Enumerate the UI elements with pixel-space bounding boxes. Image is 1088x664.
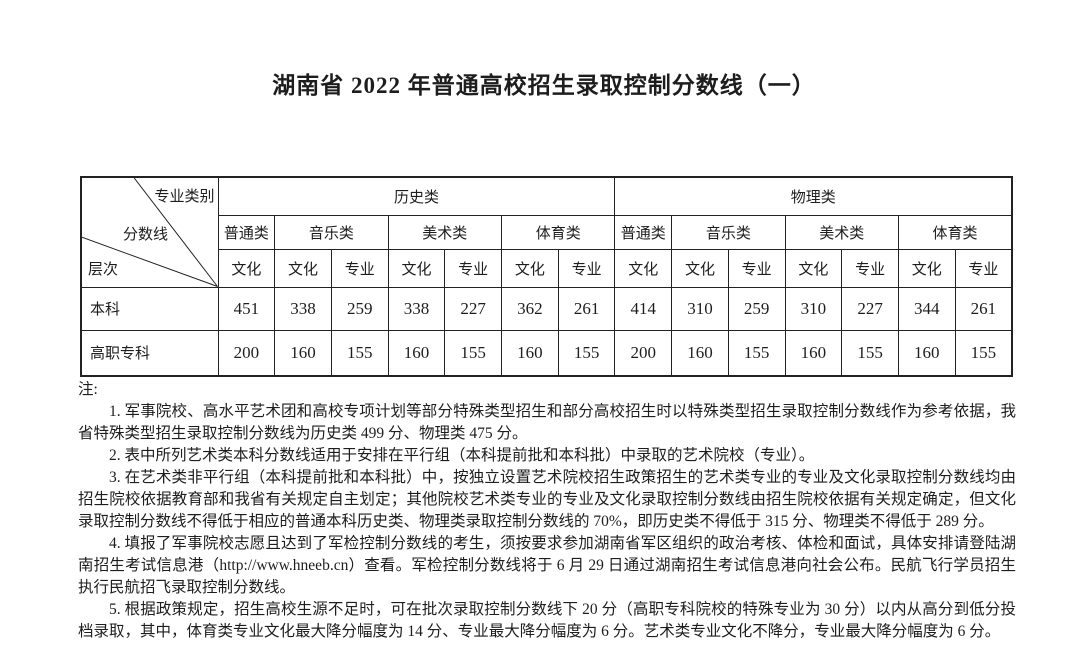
score-cell: 259 [330,286,389,331]
score-cell: 344 [897,286,956,331]
score-cell: 338 [387,286,446,331]
exam-type-header-cell: 专业 [727,248,786,288]
score-cell: 155 [557,329,616,377]
score-cell: 362 [501,286,559,331]
exam-type-header-cell: 专业 [841,248,899,288]
score-cell: 227 [444,286,503,331]
score-cell: 160 [897,329,956,377]
score-cell: 338 [274,286,332,331]
score-cell: 451 [217,286,276,331]
score-table: 专业类别 分数线 层次 历史类 物理类 普通类 音乐类 美术类 体育类 普通类 … [80,176,1013,377]
corner-label-scoreline: 分数线 [123,227,169,243]
score-cell: 155 [841,329,899,377]
category-header-cell: 音乐类 [671,214,786,250]
notes-heading: 注: [78,381,98,398]
score-cell: 160 [387,329,446,377]
category-header-cell: 美术类 [387,214,503,250]
score-cell: 227 [841,286,899,331]
exam-type-header-cell: 文化 [387,248,446,288]
tier-label-cell: 高职专科 [80,329,219,377]
score-cell: 261 [954,286,1013,331]
score-cell: 155 [330,329,389,377]
exam-type-header-cell: 专业 [330,248,389,288]
note-item-3: 3. 在艺术类非平行组（本科提前批和本科批）中，按独立设置艺术院校招生政策招生的… [78,469,1016,530]
exam-type-header-cell: 文化 [614,248,673,288]
category-header-cell: 普通类 [614,214,673,250]
category-header-cell: 体育类 [897,214,1013,250]
score-cell: 414 [614,286,673,331]
note-item-5: 5. 根据政策规定，招生高校生源不足时，可在批次录取控制分数线下 20 分（高职… [78,601,1016,640]
diagonal-divider-lines [82,178,218,287]
corner-label-category: 专业类别 [154,189,215,205]
score-cell: 160 [671,329,729,377]
corner-header-cell: 专业类别 分数线 层次 [80,176,219,288]
score-cell: 160 [274,329,332,377]
score-cell: 160 [784,329,843,377]
score-cell: 200 [217,329,276,377]
score-cell: 261 [557,286,616,331]
tier-label-cell: 本科 [80,286,219,331]
category-header-cell: 美术类 [784,214,899,250]
exam-type-header-cell: 专业 [557,248,616,288]
score-cell: 155 [954,329,1013,377]
exam-type-header-cell: 文化 [784,248,843,288]
exam-type-header-cell: 文化 [501,248,559,288]
exam-type-header-cell: 专业 [954,248,1013,288]
score-cell: 160 [501,329,559,377]
score-cell: 310 [671,286,729,331]
history-group-header: 历史类 [217,176,616,216]
category-header-cell: 普通类 [217,214,276,250]
exam-type-header-cell: 文化 [217,248,276,288]
physics-group-header: 物理类 [614,176,1013,216]
exam-type-header-cell: 文化 [274,248,332,288]
score-cell: 200 [614,329,673,377]
notes-section: 注: 1. 军事院校、高水平艺术团和高校专项计划等部分特殊类型招生和部分高校招生… [78,379,1016,643]
score-cell: 155 [444,329,503,377]
score-cell: 310 [784,286,843,331]
corner-label-level: 层次 [88,262,119,278]
score-cell: 155 [727,329,786,377]
note-item-4: 4. 填报了军事院校志愿且达到了军检控制分数线的考生，须按要求参加湖南省军区组织… [78,535,1016,596]
document-title: 湖南省 2022 年普通高校招生录取控制分数线（一） [272,73,816,98]
note-item-1: 1. 军事院校、高水平艺术团和高校专项计划等部分特殊类型招生和部分高校招生时以特… [78,403,1016,442]
exam-type-header-cell: 文化 [897,248,956,288]
score-cell: 259 [727,286,786,331]
category-header-cell: 音乐类 [274,214,389,250]
exam-type-header-cell: 文化 [671,248,729,288]
category-header-cell: 体育类 [501,214,616,250]
note-item-2: 2. 表中所列艺术类本科分数线适用于安排在平行组（本科提前批和本科批）中录取的艺… [109,447,815,464]
exam-type-header-cell: 专业 [444,248,503,288]
